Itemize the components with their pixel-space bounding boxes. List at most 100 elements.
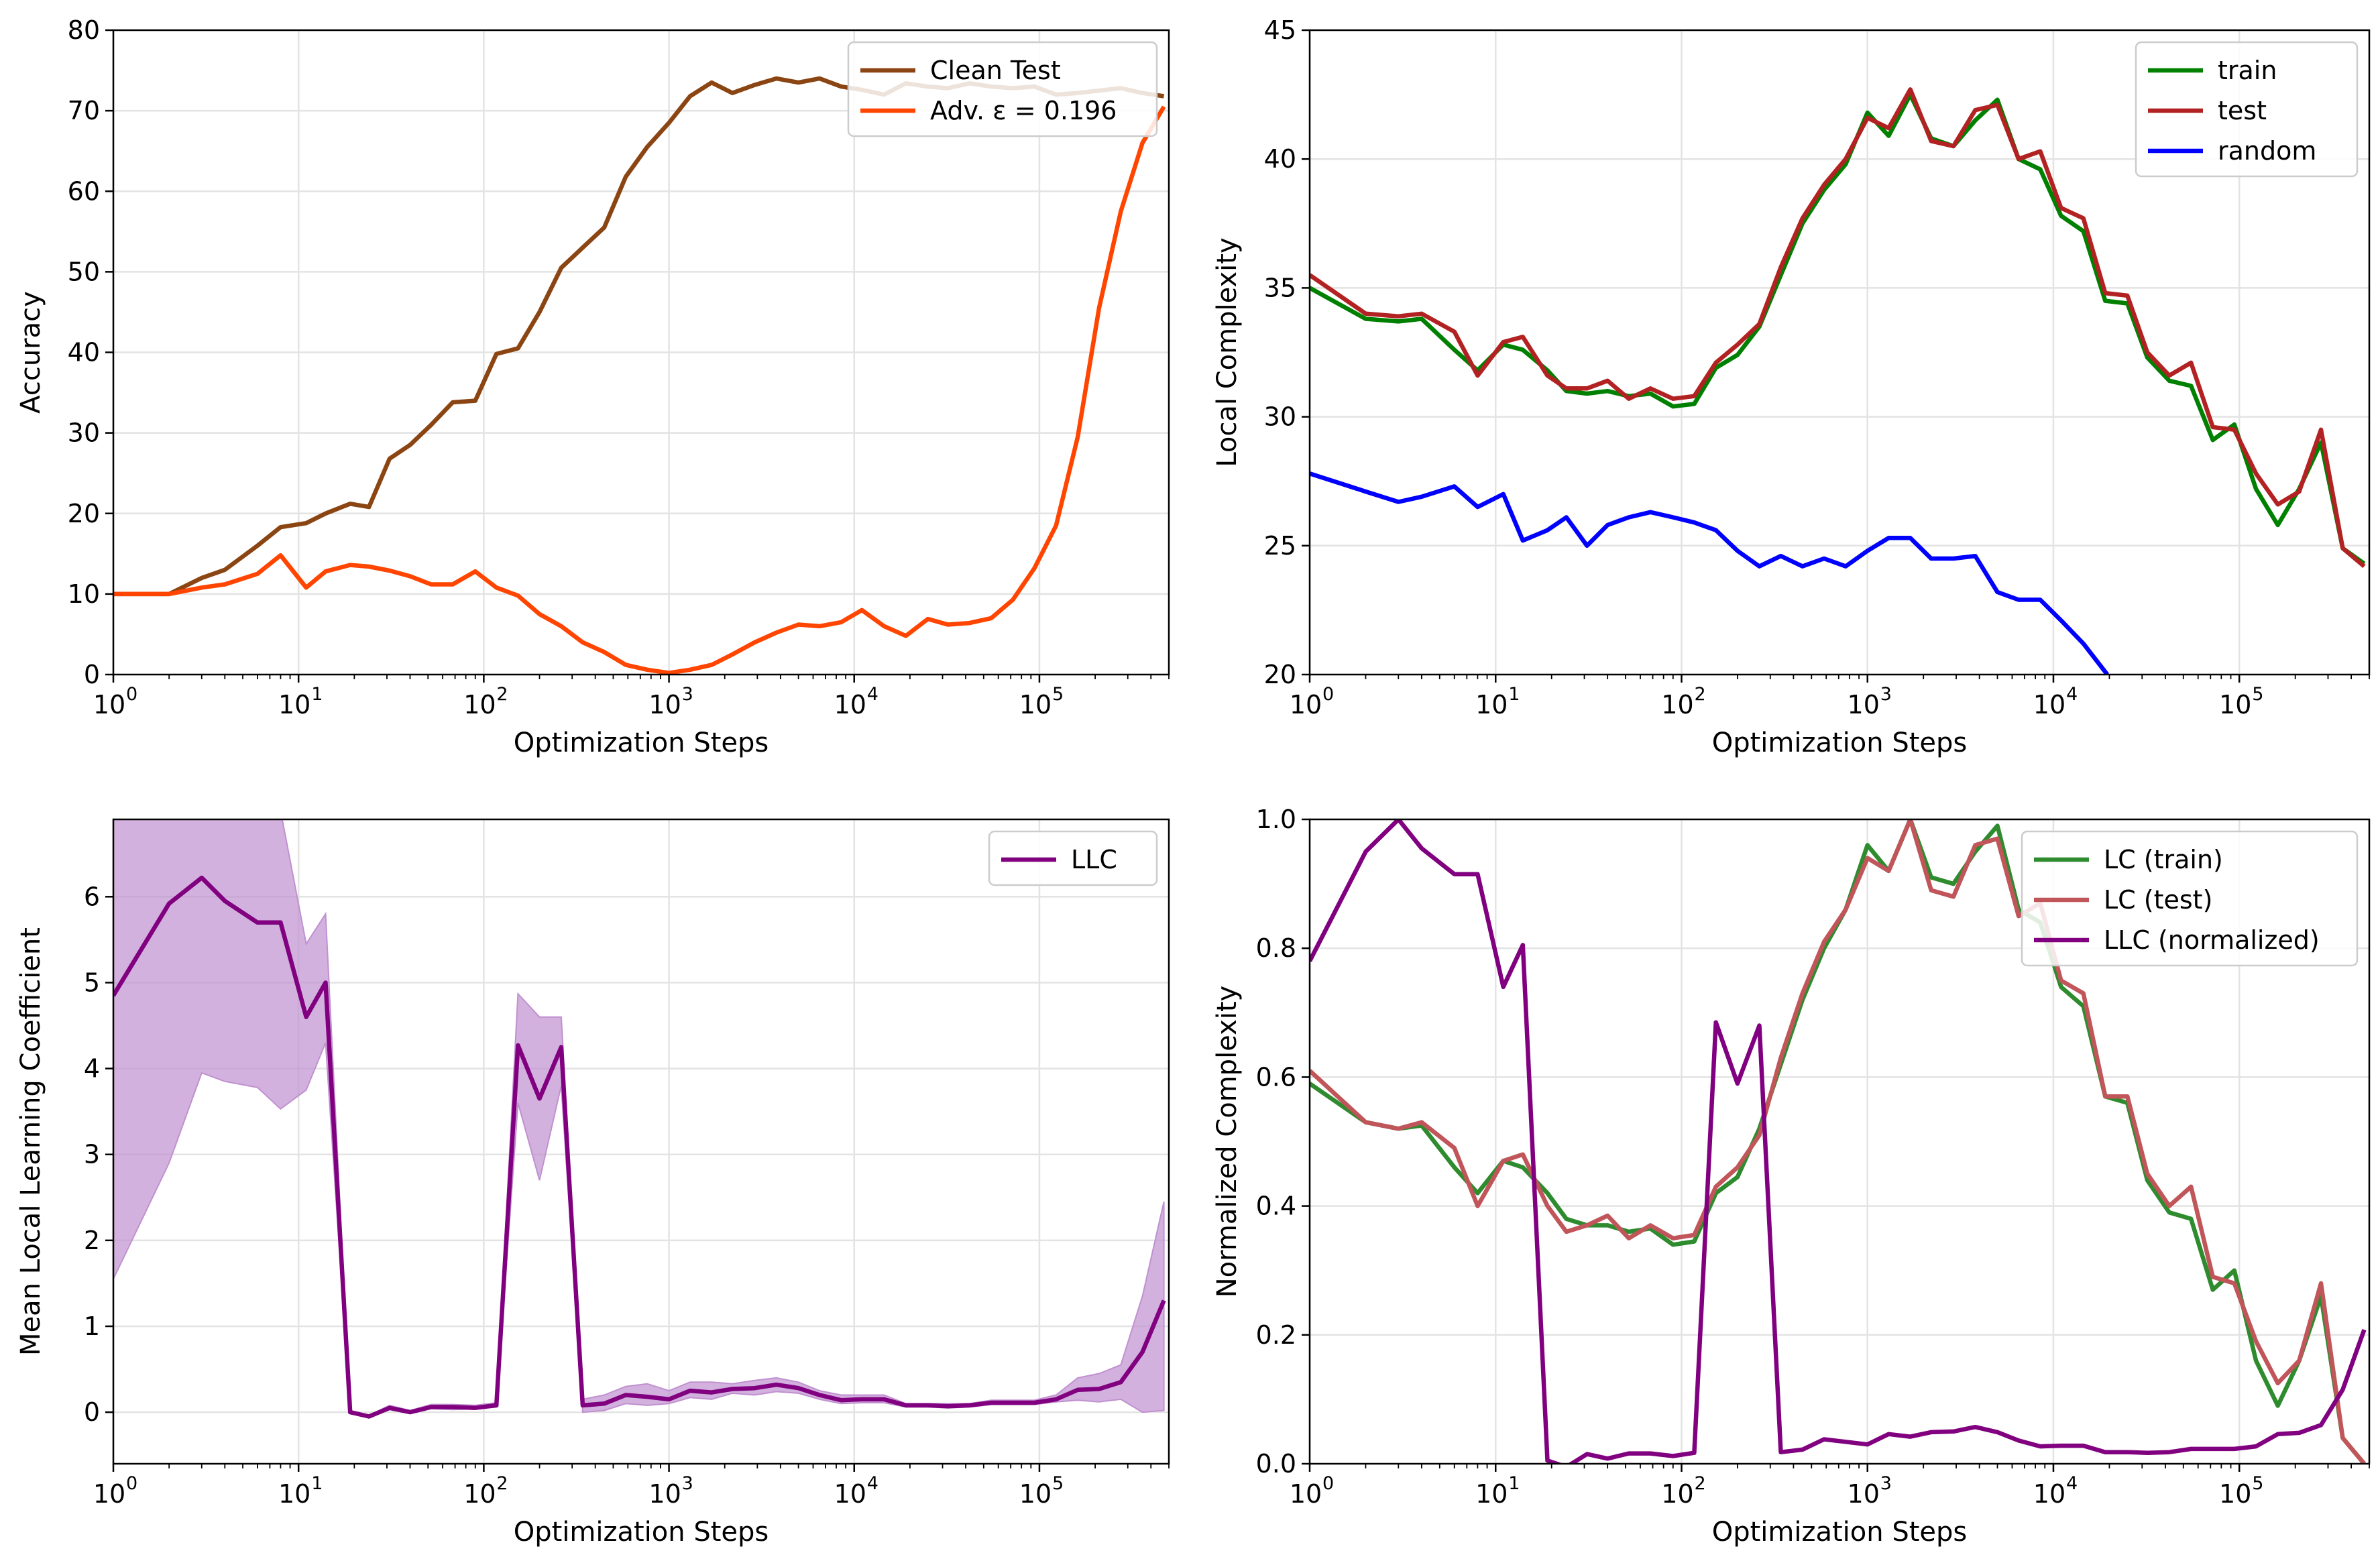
x-tick-exponent: 2 (1694, 684, 1705, 705)
x-tick-exponent: 2 (496, 684, 508, 705)
y-tick-label: 6 (84, 882, 100, 911)
plot-area (113, 819, 1166, 1419)
y-tick-label: 0 (84, 1397, 100, 1427)
axes-frame (1308, 818, 2371, 1465)
legend: LLC (988, 830, 1158, 886)
x-tick-label: 10 (93, 690, 125, 719)
y-tick-label: 30 (1264, 402, 1296, 432)
x-tick-label: 10 (2219, 690, 2251, 719)
x-tick-label: 10 (1475, 690, 1508, 719)
legend-label: test (2218, 96, 2267, 125)
y-tick-label: 60 (68, 176, 100, 206)
y-axis-label: Normalized Complexity (1212, 986, 1243, 1297)
plot-area (1310, 819, 2367, 1464)
legend: LC (train) LC (test) LLC (normalized) (2021, 830, 2359, 967)
x-tick-exponent: 1 (1508, 684, 1520, 705)
x-tick-exponent: 4 (2066, 1473, 2078, 1494)
x-tick-label: 10 (1019, 690, 1052, 719)
y-tick-label: 20 (68, 499, 100, 528)
legend-label: train (2218, 56, 2277, 85)
x-tick-exponent: 3 (682, 684, 693, 705)
legend-box (988, 830, 1158, 886)
x-tick-label: 10 (648, 690, 681, 719)
y-tick-label: 10 (68, 579, 100, 609)
x-axis-label: Optimization Steps (1712, 728, 1968, 758)
x-tick-label: 10 (1475, 1479, 1508, 1509)
legend-label: LLC (normalized) (2104, 925, 2320, 955)
series-line-llc-normalized (1310, 819, 2367, 1464)
y-tick-label: 0.8 (1256, 933, 1296, 963)
x-tick-label: 10 (1290, 690, 1322, 719)
x-tick-exponent: 5 (2252, 1473, 2263, 1494)
x-tick-label: 10 (1661, 1479, 1693, 1509)
x-tick-exponent: 1 (1508, 1473, 1520, 1494)
series-line-test (1310, 87, 2366, 569)
legend-box (2135, 41, 2359, 178)
y-tick-label: 4 (84, 1054, 100, 1084)
y-tick-label: 0.4 (1256, 1192, 1296, 1221)
series-line-random (1310, 471, 2109, 675)
y-tick-label: 25 (1264, 531, 1296, 561)
x-axis-label: Optimization Steps (514, 728, 769, 758)
y-tick-label: 5 (84, 968, 100, 997)
legend-label: random (2218, 136, 2316, 166)
legend-box (847, 41, 1158, 137)
x-tick-exponent: 5 (2252, 684, 2263, 705)
x-tick-exponent: 3 (1880, 1473, 1892, 1494)
x-tick-label: 10 (648, 1479, 681, 1509)
x-tick-exponent: 0 (1322, 1473, 1334, 1494)
plot-area (1310, 87, 2366, 675)
y-tick-label: 1 (84, 1312, 100, 1341)
y-tick-label: 20 (1264, 660, 1296, 689)
y-tick-label: 0.2 (1256, 1320, 1296, 1350)
y-tick-label: 45 (1264, 15, 1296, 45)
x-tick-exponent: 1 (311, 684, 323, 705)
series-line-llc (113, 875, 1166, 1419)
x-tick-label: 10 (463, 690, 496, 719)
x-tick-label: 10 (2033, 690, 2065, 719)
y-tick-label: 40 (68, 338, 100, 367)
x-tick-exponent: 5 (1052, 684, 1064, 705)
y-tick-label: 2 (84, 1226, 100, 1255)
x-tick-exponent: 0 (126, 1473, 137, 1494)
x-tick-label: 10 (1290, 1479, 1322, 1509)
y-tick-label: 0.0 (1256, 1449, 1296, 1479)
y-tick-label: 3 (84, 1140, 100, 1169)
x-tick-label: 10 (1848, 690, 1880, 719)
y-tick-label: 1.0 (1256, 805, 1296, 834)
x-tick-label: 10 (2033, 1479, 2065, 1509)
x-tick-exponent: 3 (682, 1473, 693, 1494)
y-tick-label: 0.6 (1256, 1062, 1296, 1092)
x-axis-label: Optimization Steps (1712, 1517, 1968, 1548)
x-tick-exponent: 0 (1322, 684, 1334, 705)
legend-label: LC (test) (2104, 885, 2212, 915)
legend-label: LC (train) (2104, 845, 2223, 874)
x-tick-exponent: 4 (867, 684, 879, 705)
normalized-complexity-chart: 0.00.20.40.60.81.010 0 10 1 10 2 10 3 10 4 10 5Opti… (1212, 805, 2371, 1548)
x-tick-label: 10 (1019, 1479, 1052, 1509)
x-axis-label: Optimization Steps (514, 1517, 769, 1548)
x-tick-label: 10 (834, 690, 866, 719)
y-tick-label: 70 (68, 96, 100, 125)
axes-frame (112, 818, 1170, 1465)
y-tick-label: 30 (68, 418, 100, 448)
y-tick-label: 35 (1264, 273, 1296, 302)
x-tick-exponent: 5 (1052, 1473, 1064, 1494)
x-tick-exponent: 1 (311, 1473, 323, 1494)
x-tick-label: 10 (463, 1479, 496, 1509)
x-tick-exponent: 2 (496, 1473, 508, 1494)
x-tick-label: 10 (834, 1479, 866, 1509)
y-tick-label: 80 (68, 15, 100, 45)
series-line-adv-0-196 (113, 105, 1166, 675)
legend: train test random (2135, 41, 2359, 178)
y-tick-label: 40 (1264, 144, 1296, 174)
y-axis-label: Mean Local Learning Coefficient (15, 927, 46, 1356)
legend-label: Adv. ε = 0.196 (930, 96, 1117, 125)
x-tick-label: 10 (278, 690, 310, 719)
legend-label: Clean Test (930, 56, 1061, 85)
series-line-lc-test (1310, 819, 2366, 1464)
x-tick-exponent: 2 (1694, 1473, 1705, 1494)
